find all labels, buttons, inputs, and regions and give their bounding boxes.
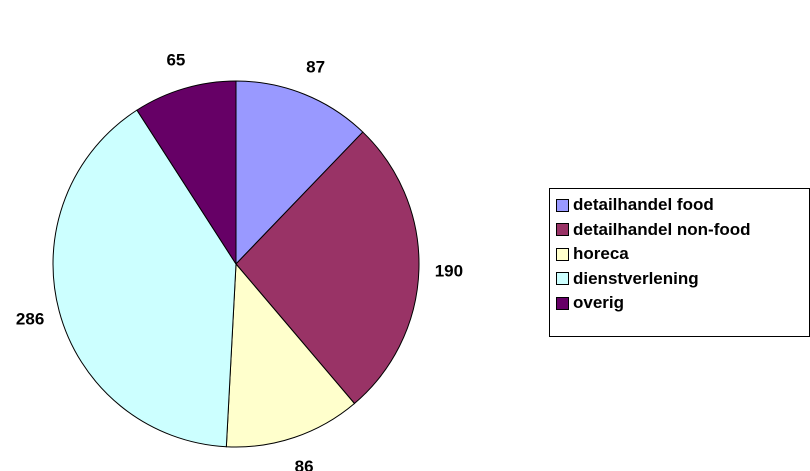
pie-slice-horeca [225,262,356,448]
legend-item-detailhandel-non-food: detailhandel non-food [556,218,809,243]
data-label: 286 [16,310,44,329]
legend-item-horeca: horeca [556,242,809,267]
legend-item-overig: overig [556,291,809,316]
data-label: 190 [435,262,463,281]
pie-slice-overig [136,80,237,266]
pie-slice-dienstverlening [52,109,237,448]
legend-item-detailhandel-food: detailhandel food [556,193,809,218]
legend-item-dienstverlening: dienstverlening [556,267,809,292]
legend-swatch [556,247,569,261]
pie-slice-detailhandel-non-food [235,131,420,405]
data-label: 65 [166,51,185,70]
pie-data-labels: 87 190 86 286 65 [16,51,463,471]
legend-label: dienstverlening [573,268,699,288]
data-label: 87 [306,57,325,76]
legend-swatch [556,296,569,310]
legend-label: detailhandel non-food [573,219,751,239]
pie-slices [52,80,420,448]
chart-legend: detailhandel food detailhandel non-food … [549,188,810,337]
legend-label: detailhandel food [573,195,714,215]
legend-label: horeca [573,244,629,264]
data-label: 86 [295,457,314,471]
pie-slice-detailhandel-food [235,80,364,266]
legend-swatch [556,272,569,286]
legend-swatch [556,198,569,212]
legend-label: overig [573,293,625,313]
legend-swatch [556,223,569,237]
